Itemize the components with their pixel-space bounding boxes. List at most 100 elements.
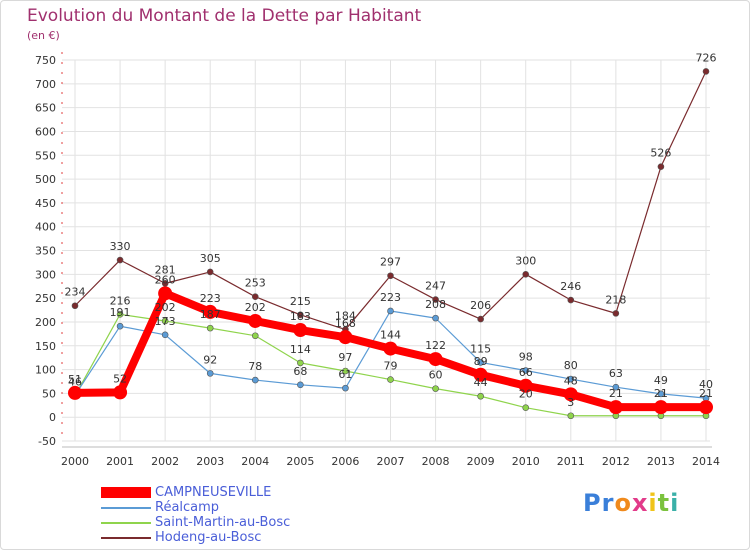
series-point-2 <box>477 392 484 400</box>
logo-letter: i <box>648 489 658 517</box>
legend-swatch <box>101 530 151 545</box>
series-point-0 <box>473 367 488 382</box>
x-tick-label: 2009 <box>467 455 495 468</box>
y-tick-label: 450 <box>35 197 56 210</box>
data-label: 187 <box>200 308 221 321</box>
data-label: 80 <box>564 359 578 372</box>
data-label: 79 <box>384 360 398 373</box>
series-point-1 <box>432 314 439 322</box>
x-tick-label: 2002 <box>151 455 179 468</box>
data-label: 260 <box>155 273 176 286</box>
series-point-0 <box>203 304 218 319</box>
data-label: 61 <box>338 368 352 381</box>
series-point-0 <box>293 323 308 338</box>
data-label: 40 <box>699 378 713 391</box>
series-point-2 <box>342 367 349 375</box>
data-label: 526 <box>650 147 671 160</box>
legend-label: Hodeng-au-Bosc <box>155 530 262 545</box>
grid-layer <box>62 59 710 442</box>
x-tick-label: 2005 <box>286 455 314 468</box>
series-point-0 <box>608 400 623 415</box>
data-label: 223 <box>200 292 221 305</box>
y-tick-label: 600 <box>35 125 56 138</box>
legend-swatch-line <box>101 507 151 509</box>
data-label: 184 <box>335 310 356 323</box>
series-point-2 <box>251 332 259 340</box>
proxiti-logo: Proxiti <box>583 489 679 517</box>
series-point-3 <box>522 271 530 278</box>
y-tick-label: 500 <box>35 173 56 186</box>
data-label: 51 <box>68 373 82 386</box>
data-label: 21 <box>654 387 668 400</box>
series-point-1 <box>342 384 349 392</box>
y-tick-label: 150 <box>35 340 56 353</box>
data-label: 122 <box>425 339 446 352</box>
data-label: 300 <box>515 254 536 267</box>
data-label: 281 <box>155 263 176 276</box>
logo-letter: i <box>670 489 680 517</box>
x-tick-label: 2001 <box>106 455 134 468</box>
data-label: 20 <box>519 388 533 401</box>
data-label: 44 <box>474 376 488 389</box>
data-label: 63 <box>609 367 623 380</box>
legend-swatch-line <box>101 537 151 539</box>
data-label: 206 <box>470 299 491 312</box>
series-point-3 <box>116 256 124 264</box>
data-label: 89 <box>474 355 488 368</box>
data-label: 223 <box>380 291 401 304</box>
series-point-2 <box>387 376 394 383</box>
data-label: 215 <box>290 295 311 308</box>
series-point-3 <box>432 296 439 303</box>
logo-letter: t <box>657 489 671 517</box>
y-tick-label: 750 <box>35 54 56 67</box>
series-point-1 <box>387 307 394 315</box>
series-point-2 <box>567 412 575 420</box>
y-tick-label: 0 <box>49 411 56 424</box>
data-label: 144 <box>380 329 401 342</box>
series-point-2 <box>297 359 304 367</box>
legend-label: CAMPNEUSEVILLE <box>155 485 272 500</box>
data-label: 208 <box>425 298 446 311</box>
data-label: 168 <box>335 317 356 330</box>
series-point-0 <box>158 286 173 301</box>
y-tick-label: 700 <box>35 78 56 91</box>
series-point-2 <box>161 317 169 325</box>
logo-letter: o <box>614 489 632 517</box>
data-label: 246 <box>560 280 581 293</box>
series-point-1 <box>612 383 620 391</box>
logo-letter: P <box>583 489 602 517</box>
y-tick-label: 200 <box>35 316 56 329</box>
series-point-0 <box>699 400 713 415</box>
series-point-3 <box>71 302 79 310</box>
x-tick-label: 2013 <box>647 455 675 468</box>
y-tick-label: 250 <box>35 292 56 305</box>
series-point-2 <box>432 385 439 392</box>
series-point-3 <box>612 310 620 317</box>
data-label: 52 <box>113 372 127 385</box>
data-label: 173 <box>155 315 176 328</box>
data-label: 66 <box>519 366 533 379</box>
series-point-0 <box>518 378 533 393</box>
data-label: 98 <box>519 351 533 364</box>
y-tick-label: 400 <box>35 221 56 234</box>
x-tick-label: 2006 <box>331 455 359 468</box>
axis-layer: -50 0 50 100 150 200 250 300 350 400 450 500 550 600 6… <box>35 52 720 468</box>
series-point-0 <box>428 352 443 367</box>
data-label: 21 <box>699 387 713 400</box>
legend-swatch-line <box>101 522 151 524</box>
data-label: 3 <box>567 396 574 409</box>
data-label: 202 <box>245 301 266 314</box>
data-label: 305 <box>200 252 221 265</box>
series-point-1 <box>251 376 259 384</box>
series-point-3 <box>567 296 575 304</box>
legend-swatch <box>101 515 151 530</box>
y-tick-label: 50 <box>42 387 56 400</box>
series-point-0 <box>338 330 353 345</box>
series-point-1 <box>116 322 124 330</box>
chart-subtitle: (en €) <box>27 29 60 42</box>
series-point-3 <box>297 311 304 319</box>
data-label: 247 <box>425 280 446 293</box>
data-label: 46 <box>68 375 82 388</box>
